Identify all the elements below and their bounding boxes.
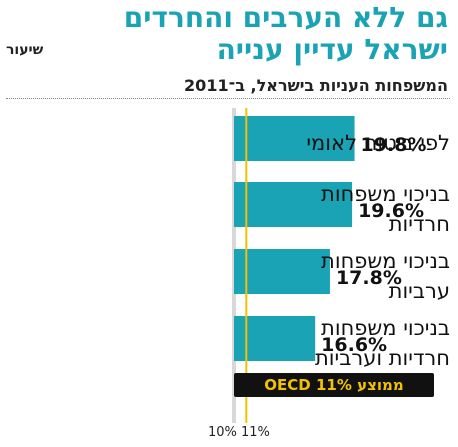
value-label-3: 16.6% [321, 333, 388, 356]
chart-title-line2: ישראל עדיין ענייה [216, 33, 448, 66]
tick-label-11: 11% [241, 425, 270, 440]
chart-title-line1: גם ללא הערבים והחרדים [123, 1, 448, 34]
category-label-0-line-0: לפי ביטוח לאומי [306, 130, 450, 155]
tick-label-10: 10% [208, 425, 237, 440]
category-label-1-line-0: בניכוי משפחות [321, 181, 450, 206]
category-label-2-line-1: ערביות [388, 278, 450, 303]
category-label-3-line-0: בניכוי משפחות [321, 315, 450, 340]
oecd-average-label: ממוצע OECD 11% [234, 373, 434, 397]
category-label-1: בניכוי משפחות חרדיות [230, 179, 450, 239]
header-divider [6, 98, 450, 99]
value-label-2: 17.8% [335, 266, 402, 289]
category-label-3-line-1: חרדיות וערביות [314, 345, 450, 370]
value-label-1: 19.6% [358, 199, 424, 222]
category-label-2: בניכוי משפחות ערביות [230, 246, 450, 306]
category-label-2-line-0: בניכוי משפחות [321, 248, 450, 273]
value-label-0: 19.8% [360, 133, 427, 156]
category-label-1-line-1: חרדיות [388, 211, 450, 236]
bar-2 [234, 249, 330, 294]
category-label-3: בניכוי משפחות חרדיות וערביות [230, 313, 450, 373]
bar-0 [234, 116, 355, 161]
chart-subtitle: המשפחות העניות בישראל, ב־2011 [184, 76, 448, 95]
bar-1 [234, 182, 353, 227]
unit-label: שיעור [6, 42, 44, 58]
bar-3 [234, 316, 316, 361]
category-label-0: לפי ביטוח לאומי [230, 128, 450, 158]
